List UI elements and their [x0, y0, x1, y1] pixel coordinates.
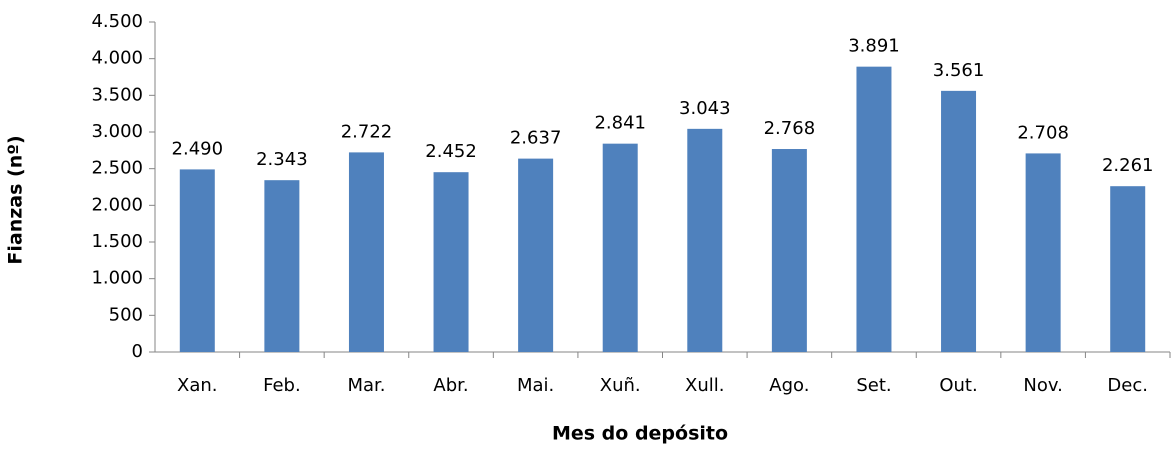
value-label: 2.261 — [1102, 155, 1154, 176]
y-tick-label: 2.000 — [91, 194, 143, 215]
x-tick-label: Nov. — [1023, 375, 1062, 396]
x-axis-title: Mes do depósito — [552, 423, 728, 445]
bar — [856, 66, 892, 352]
value-label: 2.343 — [256, 149, 308, 170]
value-label: 3.891 — [848, 36, 900, 57]
bar — [264, 180, 300, 352]
bar — [179, 169, 215, 352]
bar — [1110, 186, 1146, 352]
value-label: 3.561 — [933, 60, 985, 81]
x-tick-label: Dec. — [1107, 375, 1148, 396]
y-tick-label: 3.500 — [91, 84, 143, 105]
y-tick-label: 2.500 — [91, 158, 143, 179]
value-label: 2.490 — [172, 138, 224, 159]
value-label: 2.708 — [1017, 122, 1069, 143]
x-tick-label: Xan. — [177, 375, 218, 396]
bar — [941, 90, 977, 353]
x-tick-label: Abr. — [433, 375, 468, 396]
y-tick-label: 1.000 — [91, 268, 143, 289]
value-label: 3.043 — [679, 98, 731, 119]
bar — [348, 152, 384, 352]
bar — [687, 128, 723, 352]
bar — [433, 172, 469, 352]
bar — [1025, 153, 1061, 352]
x-tick-label: Xuñ. — [600, 375, 641, 396]
x-tick-label: Set. — [856, 375, 891, 396]
x-tick-label: Ago. — [769, 375, 809, 396]
y-tick-label: 0 — [132, 341, 143, 362]
x-tick-label: Mai. — [517, 375, 554, 396]
bar — [518, 158, 554, 352]
value-label: 2.722 — [341, 121, 393, 142]
x-tick-label: Out. — [939, 375, 977, 396]
x-tick-label: Mar. — [347, 375, 385, 396]
y-axis-title: Fianzas (nº) — [5, 135, 27, 264]
value-label: 2.768 — [764, 118, 816, 139]
y-tick-label: 4.000 — [91, 48, 143, 69]
y-tick-label: 3.000 — [91, 121, 143, 142]
bar — [771, 149, 807, 352]
x-tick-label: Xull. — [685, 375, 724, 396]
value-label: 2.637 — [510, 128, 562, 149]
y-tick-label: 1.500 — [91, 231, 143, 252]
bar — [602, 143, 638, 352]
x-tick-label: Feb. — [263, 375, 301, 396]
y-tick-label: 500 — [109, 304, 143, 325]
value-label: 2.841 — [594, 113, 646, 134]
y-tick-label: 4.500 — [91, 11, 143, 32]
value-label: 2.452 — [425, 141, 477, 162]
